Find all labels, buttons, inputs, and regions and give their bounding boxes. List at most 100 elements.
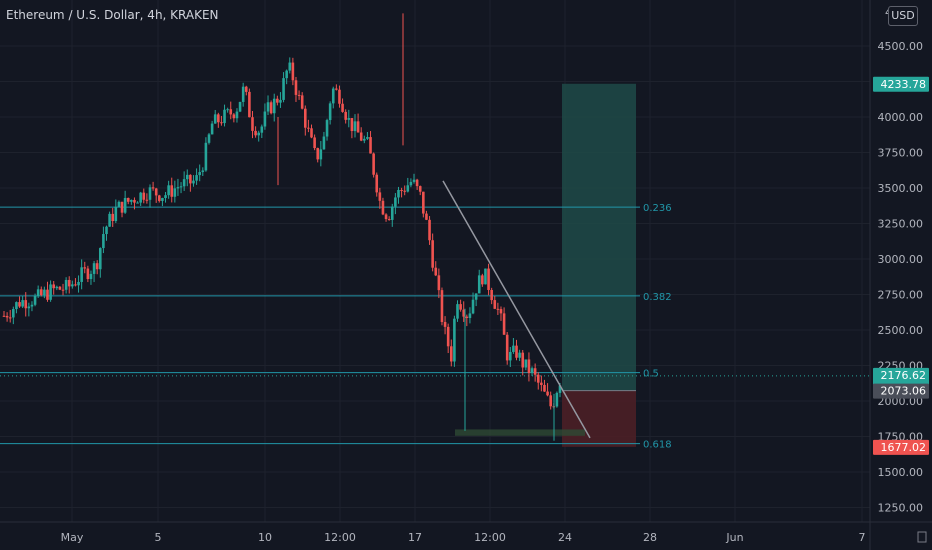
candle-body (192, 180, 195, 184)
candle-body (185, 174, 189, 180)
candle-body (285, 70, 288, 79)
y-tick-label: 3750.00 (878, 147, 924, 160)
candle-body (195, 175, 198, 181)
candle-body (518, 352, 521, 358)
candle-body (530, 368, 534, 374)
candle-body (412, 179, 416, 182)
candle-body (2, 315, 6, 317)
candle-body (148, 187, 152, 200)
candle-body (300, 95, 304, 109)
candle-body (111, 213, 115, 222)
candle-body (509, 351, 512, 361)
candle-body (266, 102, 270, 112)
candle-body (223, 109, 226, 124)
candle-body (316, 148, 320, 160)
candle-body (418, 186, 422, 192)
candle-body (80, 267, 83, 282)
candle-body (502, 313, 506, 335)
y-tick-label: 3250.00 (878, 218, 924, 231)
settings-icon[interactable] (917, 531, 927, 543)
candle-body (471, 299, 475, 314)
candle-body (536, 374, 540, 383)
candle-body (5, 315, 9, 318)
candle-body (406, 185, 410, 192)
candle-body (440, 290, 444, 322)
trendline[interactable] (442, 180, 591, 439)
candle-body (481, 275, 484, 285)
currency-button[interactable]: USD (888, 6, 918, 26)
candle-body (201, 170, 205, 173)
candle-body (269, 102, 273, 114)
price-label-box (873, 383, 929, 399)
candle-body (409, 181, 413, 186)
candle-body (263, 111, 267, 127)
candle-body (173, 188, 177, 197)
candle-body (356, 121, 360, 133)
candle-body (220, 122, 223, 124)
y-tick-label: 1250.00 (878, 502, 924, 515)
x-tick-label: May (61, 531, 84, 544)
candle-body (384, 214, 388, 220)
candle-body (465, 316, 469, 318)
candle-body (524, 359, 528, 368)
y-tick-label: 2750.00 (878, 289, 924, 302)
candle-body (154, 188, 158, 196)
candle-body (527, 359, 531, 374)
support-zone[interactable] (455, 429, 585, 436)
candle-body (204, 142, 208, 171)
fib-level-label: 0.236 (643, 203, 672, 214)
candle-body (487, 268, 490, 290)
candle-body (114, 206, 118, 222)
candle-body (533, 368, 537, 375)
candle-body (338, 89, 341, 104)
candle-body (248, 91, 251, 118)
candle-body (145, 199, 149, 201)
stop-zone[interactable] (562, 390, 636, 447)
candle-body (139, 192, 142, 203)
candle-body (226, 109, 229, 111)
candle-body (74, 284, 77, 286)
candle-body (434, 267, 438, 276)
candle-body (390, 206, 394, 220)
candle-body (217, 114, 220, 123)
y-tick-label: 4000.00 (878, 111, 924, 124)
candle-body (18, 302, 21, 307)
y-tick-label: 4500.00 (878, 40, 924, 53)
x-tick-label: 24 (558, 531, 572, 544)
candle-body (378, 192, 382, 201)
candle-body (387, 219, 391, 221)
x-tick-label: Jun (725, 531, 743, 544)
x-tick-label: 5 (155, 531, 162, 544)
candle-body (158, 195, 161, 201)
candle-body (310, 128, 313, 138)
candle-body (276, 98, 279, 103)
candle-body (164, 195, 167, 199)
candle-body (490, 289, 493, 301)
candle-body (161, 198, 164, 201)
candle-body (350, 118, 354, 132)
x-tick-label: 7 (859, 531, 866, 544)
candle-body (477, 275, 481, 294)
price-label-text: 4233.78 (881, 78, 927, 91)
candle-body (120, 201, 124, 213)
candle-body (64, 279, 68, 290)
candle-body (130, 199, 133, 202)
y-tick-label: 1500.00 (878, 466, 924, 479)
candle-body (24, 300, 28, 309)
candle-body (521, 352, 525, 368)
x-tick-label: 12:00 (474, 531, 506, 544)
candle-body (493, 300, 497, 309)
candle-body (254, 130, 257, 136)
target-zone[interactable] (562, 83, 636, 391)
candle-body (89, 273, 93, 280)
candle-body (403, 190, 406, 192)
candle-body (468, 313, 472, 318)
candle-body (446, 326, 450, 347)
candle-body (549, 395, 552, 407)
candle-body (102, 234, 105, 249)
candle-body (279, 99, 282, 103)
candle-body (499, 309, 503, 314)
candle-body (319, 149, 323, 160)
